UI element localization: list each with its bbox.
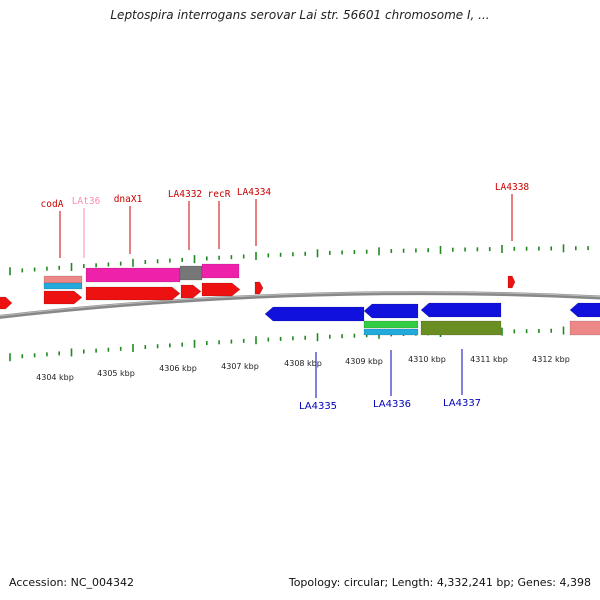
reverse-strand-genes: [264, 302, 600, 336]
gene-arrow: [85, 286, 181, 301]
top-gene-labels: codA LAt36 dnaX1 LA4332 recR LA4334 LA4338: [41, 182, 530, 210]
chromosome-backbone: [0, 291, 600, 319]
gene-arrow: [363, 303, 419, 319]
scale-label: 4307 kbp: [221, 362, 259, 371]
gene-block: [179, 265, 203, 281]
map-title: Leptospira interrogans serovar Lai str. …: [110, 8, 490, 22]
gene-label-la4337[interactable]: LA4337: [443, 398, 481, 409]
gene-label-lat36[interactable]: LAt36: [72, 196, 101, 207]
scale-label: 4311 kbp: [470, 355, 508, 364]
scale-label: 4308 kbp: [284, 359, 322, 368]
scale-label: 4309 kbp: [345, 357, 383, 366]
gene-arrow: [569, 302, 600, 318]
gene-block: [363, 320, 419, 329]
label-leader-lines: [59, 194, 513, 398]
scale-labels: 4304 kbp 4305 kbp 4306 kbp 4307 kbp 4308 kbp…: [36, 355, 570, 382]
gene-label-la4336[interactable]: LA4336: [373, 399, 411, 410]
gene-label-la4335[interactable]: LA4335: [299, 401, 337, 412]
chromosome-backbone-highlight: [0, 291, 600, 317]
gene-block: [569, 320, 600, 336]
gene-block: [43, 275, 83, 284]
gene-block: [85, 267, 181, 283]
gene-arrow: [264, 306, 365, 322]
gene-block: [43, 282, 83, 290]
scale-label: 4304 kbp: [36, 373, 74, 382]
gene-label-dnax1[interactable]: dnaX1: [114, 194, 143, 205]
top-tick-marks: [9, 244, 589, 276]
gene-arrow: [0, 296, 13, 310]
scale-label: 4310 kbp: [408, 355, 446, 364]
bottom-gene-labels: LA4335 LA4336 LA4337: [299, 398, 481, 412]
scale-label: 4306 kbp: [159, 364, 197, 373]
gene-arrow: [43, 290, 83, 305]
gene-label-recr[interactable]: recR: [208, 189, 231, 200]
scale-label: 4312 kbp: [532, 355, 570, 364]
gene-label-la4332[interactable]: LA4332: [168, 189, 202, 200]
scale-label: 4305 kbp: [97, 369, 135, 378]
gene-arrow: [254, 281, 264, 295]
gene-arrow: [180, 284, 202, 299]
gene-block: [201, 263, 240, 279]
gene-arrow: [201, 282, 241, 297]
gene-block: [363, 328, 419, 336]
forward-strand-genes: [0, 263, 516, 310]
topology-summary: Topology: circular; Length: 4,332,241 bp…: [288, 576, 591, 589]
gene-label-la4334[interactable]: LA4334: [237, 187, 272, 198]
gene-arrow: [507, 275, 516, 289]
gene-label-la4338[interactable]: LA4338: [495, 182, 530, 193]
accession-text: Accession: NC_004342: [9, 576, 135, 589]
gene-block: [420, 320, 502, 336]
gene-label-codA[interactable]: codA: [41, 199, 64, 210]
gene-arrow: [420, 302, 502, 318]
